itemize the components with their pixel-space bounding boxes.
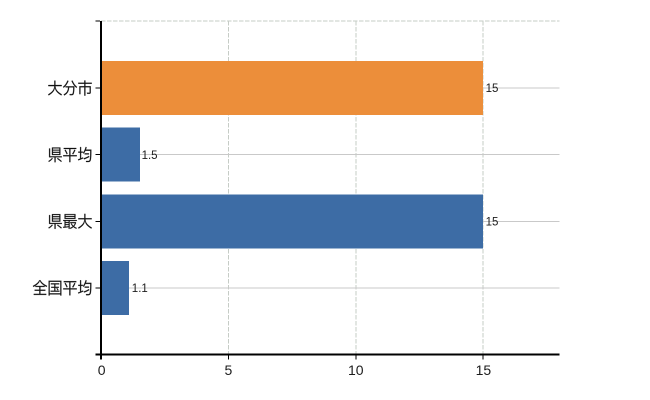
svg-text:10: 10 bbox=[348, 362, 364, 378]
svg-text:0: 0 bbox=[98, 362, 106, 378]
svg-text:15: 15 bbox=[486, 216, 499, 228]
svg-text:5: 5 bbox=[225, 362, 233, 378]
svg-text:15: 15 bbox=[486, 83, 499, 95]
svg-text:1.1: 1.1 bbox=[132, 283, 148, 295]
svg-text:15: 15 bbox=[476, 362, 492, 378]
svg-text:1.5: 1.5 bbox=[142, 150, 158, 162]
